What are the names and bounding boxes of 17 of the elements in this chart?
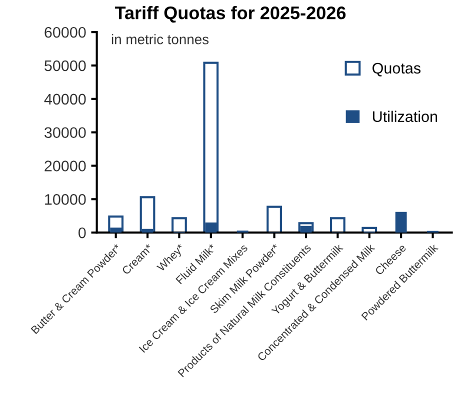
chart-title: Tariff Quotas for 2025-2026 bbox=[114, 6, 346, 23]
y-tick-label: 30000 bbox=[44, 127, 86, 138]
legend-label: Utilization bbox=[372, 110, 438, 122]
bar bbox=[330, 217, 346, 233]
y-tick-label: 10000 bbox=[45, 194, 86, 205]
bar bbox=[266, 206, 282, 233]
y-tick-label: 40000 bbox=[44, 94, 86, 105]
y-tick-label: 60000 bbox=[44, 26, 86, 38]
y-tick-label: 50000 bbox=[44, 60, 86, 72]
legend-label: Quotas bbox=[372, 62, 421, 76]
bar bbox=[203, 62, 219, 233]
y-tick-label: 0 bbox=[78, 227, 86, 238]
bar bbox=[395, 212, 407, 233]
y-tick-label: 20000 bbox=[44, 160, 86, 172]
annotation: in metric tonnes bbox=[112, 34, 209, 44]
bar bbox=[172, 217, 187, 233]
bar bbox=[140, 196, 156, 233]
